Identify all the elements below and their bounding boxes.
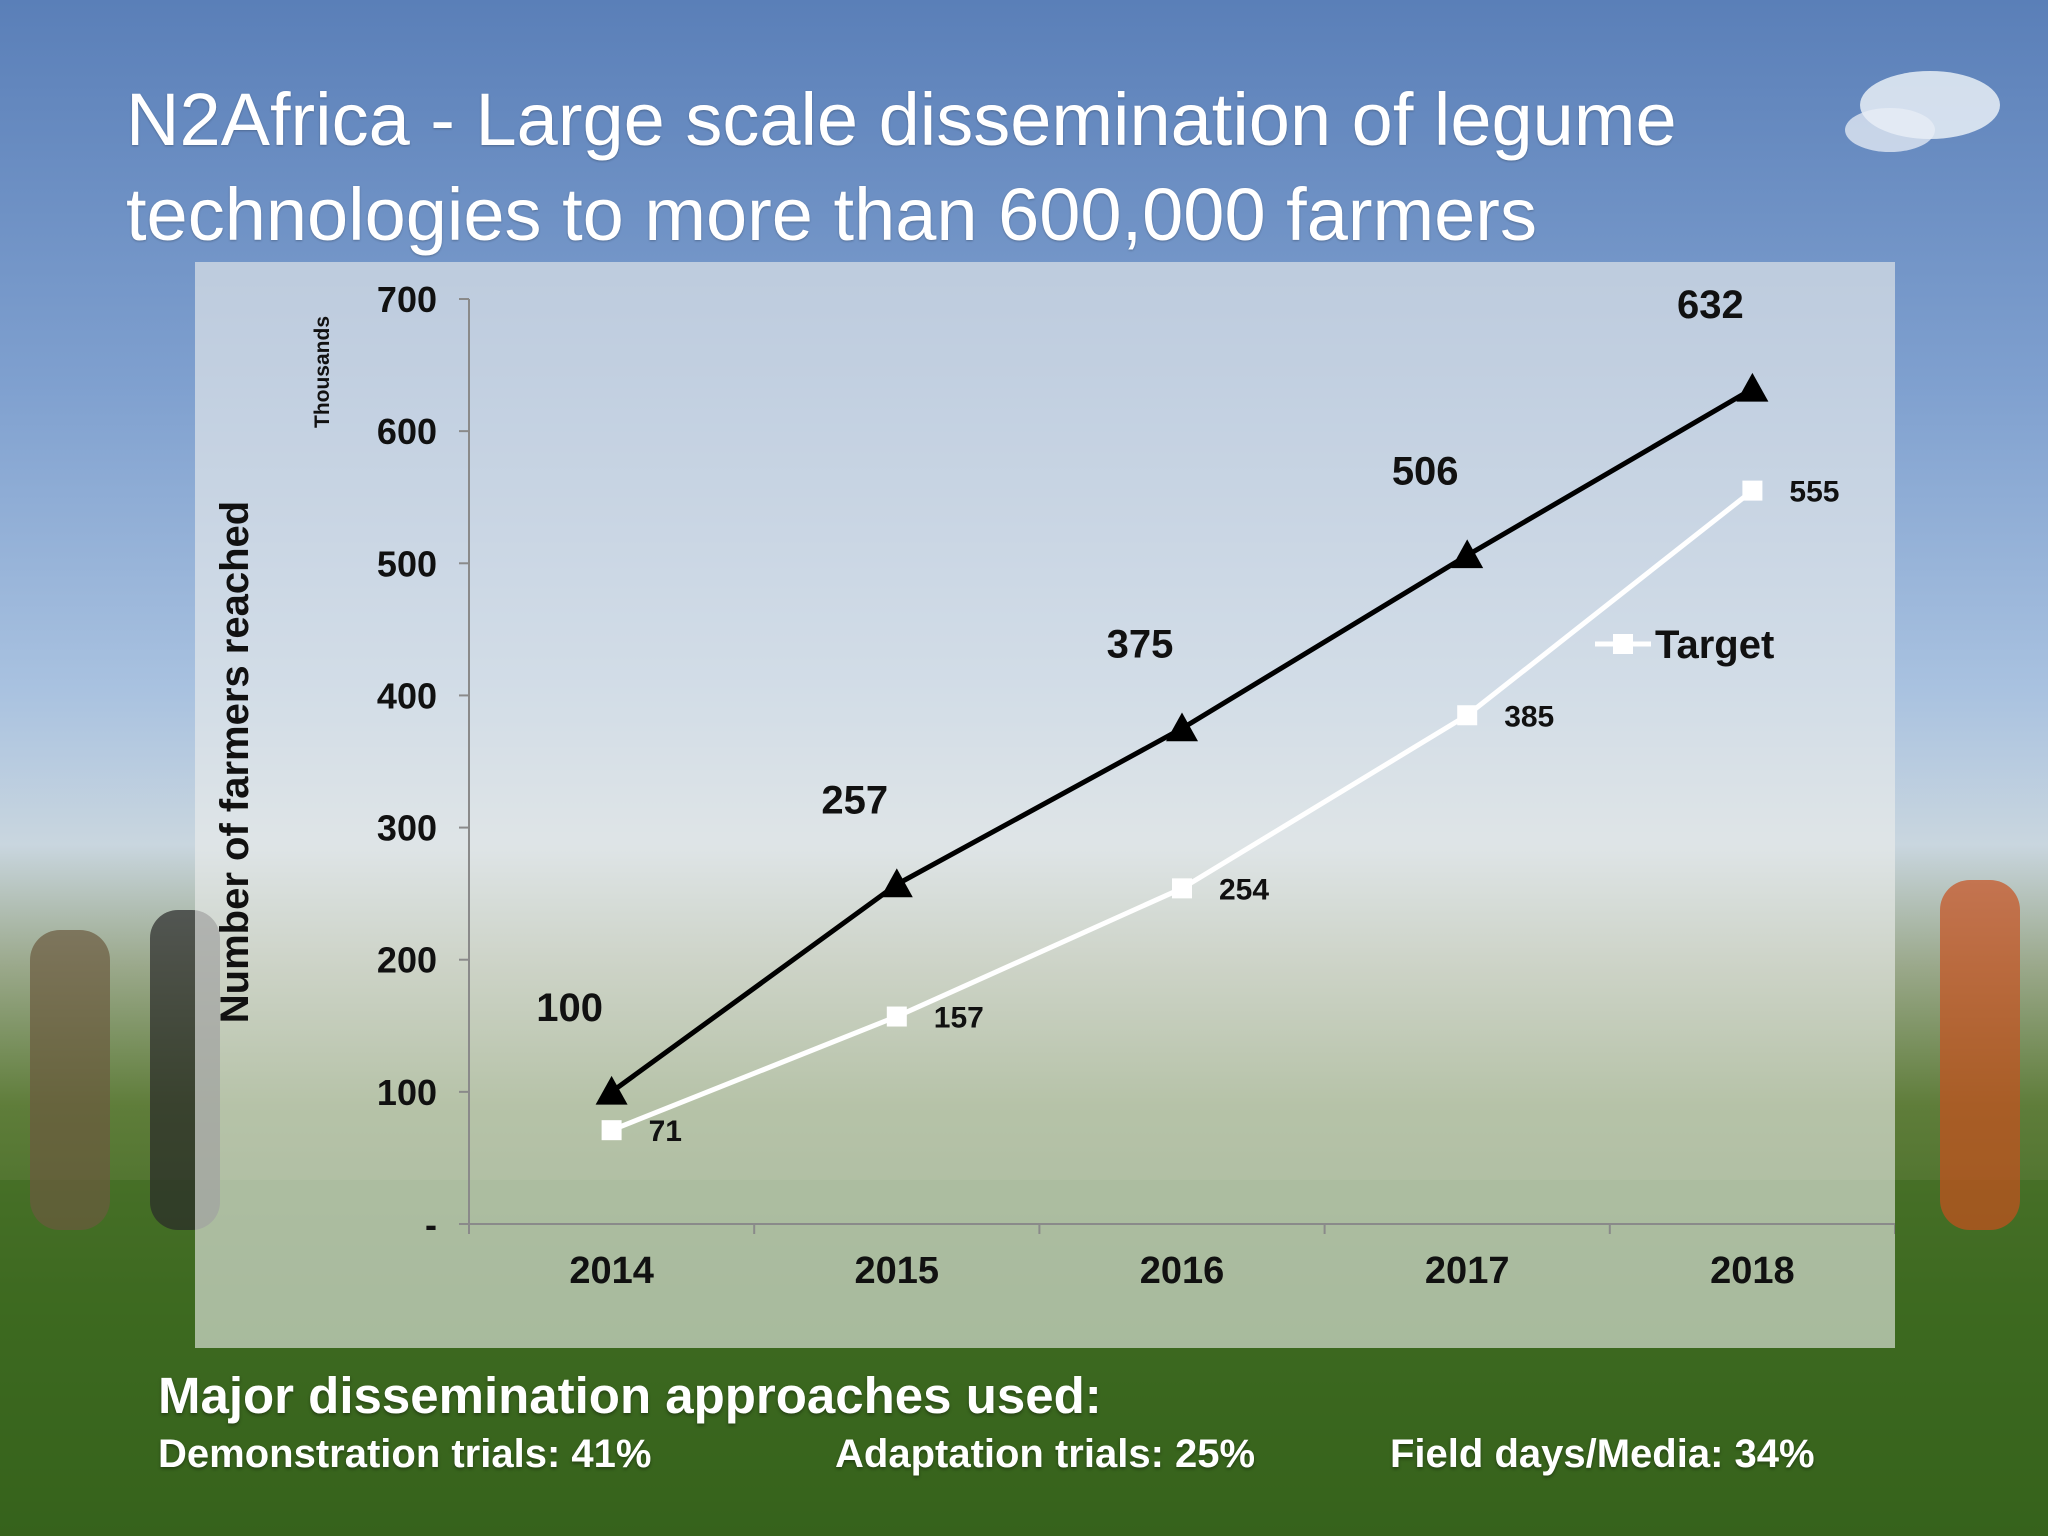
y-tick-label: 400 xyxy=(377,675,437,716)
target-data-label: 157 xyxy=(934,1002,984,1035)
reached-point-marker xyxy=(1736,372,1769,402)
reached-point-marker xyxy=(595,1075,628,1105)
farmers-reached-line-chart: - 100 200 300 400 500 600 700 2014 2015 2016 2017 2… xyxy=(213,279,1895,1292)
legend-target-marker xyxy=(1613,634,1633,654)
x-tick-label: 2014 xyxy=(569,1250,654,1292)
target-data-label: 385 xyxy=(1504,700,1554,733)
person-silhouette xyxy=(1940,880,2020,1230)
x-tick-label: 2015 xyxy=(855,1250,940,1292)
legend-target-label: Target xyxy=(1655,623,1774,667)
target-point-marker xyxy=(601,1120,622,1141)
target-data-label: 71 xyxy=(649,1115,682,1148)
approach-adaptation-trials: Adaptation trials: 25% xyxy=(835,1432,1256,1476)
y-tick-label: 300 xyxy=(377,808,437,849)
reached-point-marker xyxy=(1166,712,1198,742)
y-axis-title: Number of farmers reached xyxy=(213,501,257,1023)
x-tick-label: 2017 xyxy=(1425,1250,1510,1292)
target-point-marker xyxy=(1172,878,1192,899)
reached-data-label: 100 xyxy=(536,986,603,1030)
target-point-marker xyxy=(1457,705,1478,726)
target-data-label: 555 xyxy=(1789,476,1839,509)
reached-data-label: 257 xyxy=(821,778,888,822)
reached-data-label: 375 xyxy=(1107,622,1174,666)
person-silhouette xyxy=(30,930,110,1230)
x-tick-label: 2018 xyxy=(1710,1250,1795,1292)
y-tick-label: 700 xyxy=(377,279,437,320)
target-point-marker xyxy=(1742,480,1763,501)
reached-point-marker xyxy=(1451,539,1484,569)
x-tick-label: 2016 xyxy=(1140,1250,1225,1292)
reached-point-marker xyxy=(880,868,913,898)
target-point-marker xyxy=(886,1006,907,1027)
y-tick-label: 100 xyxy=(377,1072,437,1113)
y-tick-label: - xyxy=(425,1204,437,1245)
target-series-line xyxy=(610,488,1754,1133)
cloud xyxy=(1845,108,1935,152)
approach-field-days-media: Field days/Media: 34% xyxy=(1390,1432,1815,1476)
reached-data-label: 632 xyxy=(1677,283,1744,327)
approach-demonstration-trials: Demonstration trials: 41% xyxy=(158,1432,652,1476)
y-tick-label: 200 xyxy=(377,940,437,981)
target-data-label: 254 xyxy=(1219,873,1269,906)
y-tick-label: 600 xyxy=(377,411,437,452)
reached-data-label: 506 xyxy=(1392,449,1459,493)
slide-title: N2Africa - Large scale dissemination of … xyxy=(126,78,1677,256)
approaches-heading: Major dissemination approaches used: xyxy=(158,1367,1102,1424)
y-axis-unit-label: Thousands xyxy=(311,316,334,428)
y-tick-label: 500 xyxy=(377,543,437,584)
